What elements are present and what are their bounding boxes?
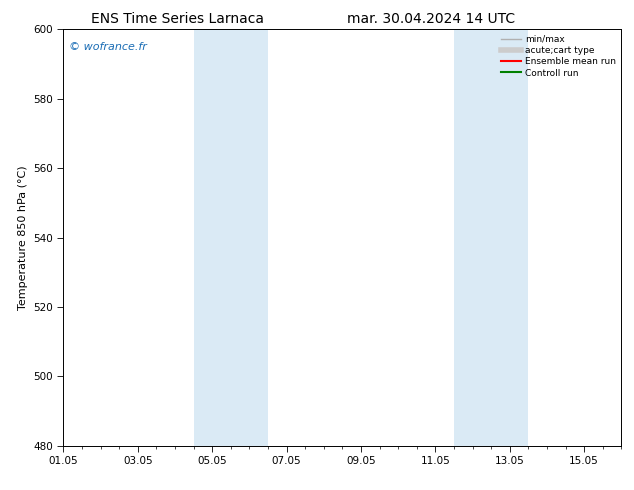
- Text: mar. 30.04.2024 14 UTC: mar. 30.04.2024 14 UTC: [347, 12, 515, 26]
- Y-axis label: Temperature 850 hPa (°C): Temperature 850 hPa (°C): [18, 165, 28, 310]
- Bar: [454, 29, 528, 446]
- Text: ENS Time Series Larnaca: ENS Time Series Larnaca: [91, 12, 264, 26]
- Text: © wofrance.fr: © wofrance.fr: [69, 42, 147, 52]
- Bar: [193, 29, 268, 446]
- Legend: min/max, acute;cart type, Ensemble mean run, Controll run: min/max, acute;cart type, Ensemble mean …: [498, 31, 619, 81]
